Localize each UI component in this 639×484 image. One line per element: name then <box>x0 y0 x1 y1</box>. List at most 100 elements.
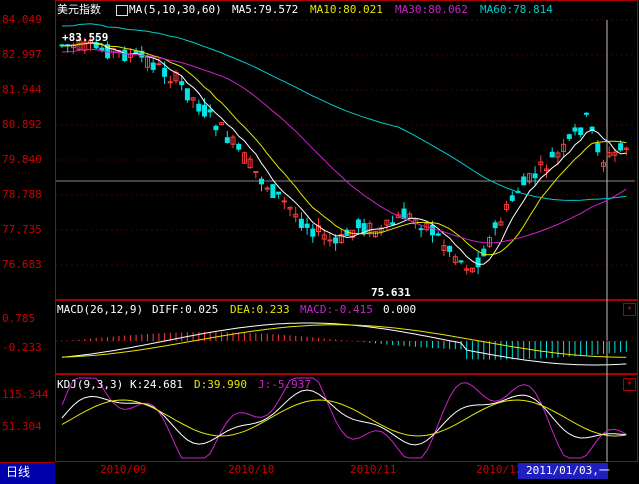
macd-dea-value: DEA:0.233 <box>230 303 290 316</box>
cursor-date-label: 2011/01/03,一 <box>526 464 610 477</box>
candle-body <box>310 228 316 237</box>
candle-body <box>458 260 464 263</box>
macd-y-tick: -0.233 <box>2 341 42 354</box>
period-tab-label: 日线 <box>6 465 31 479</box>
chart-type-icon[interactable] <box>116 5 128 16</box>
candle-body <box>99 47 105 51</box>
candle-body <box>259 178 264 185</box>
candle-body <box>401 208 407 220</box>
macd-params-label: MACD(26,12,9) <box>57 303 144 316</box>
high-price-annotation: +83.559 <box>62 31 109 44</box>
candle-body <box>253 170 259 174</box>
candle-body <box>355 219 361 229</box>
y-tick: 84.049 <box>2 13 42 26</box>
macd-diff-value: DIFF:0.025 <box>152 303 219 316</box>
kdj-d-value: D:39.990 <box>194 378 247 391</box>
candle-body <box>321 234 327 240</box>
macd-y-tick: 0.785 <box>2 312 36 325</box>
candle-body <box>196 103 202 112</box>
candle-body <box>469 267 475 273</box>
y-tick: 78.788 <box>2 188 42 201</box>
symbol-title: 美元指数 <box>57 3 101 16</box>
candle-body <box>327 239 333 242</box>
candle-body <box>566 134 572 139</box>
candle-body <box>264 187 270 190</box>
candle-body <box>122 49 128 61</box>
candle-body <box>378 227 384 233</box>
candle-body <box>532 173 538 179</box>
candle-body <box>293 213 299 218</box>
kdj-k-value: K:24.681 <box>130 378 183 391</box>
panel-expand-icon[interactable]: ▾ <box>623 378 636 391</box>
macd-panel[interactable] <box>55 300 638 374</box>
candle-body <box>270 184 276 199</box>
low-price-annotation: 75.631 <box>371 286 411 299</box>
ma30-value: MA30:80.062 <box>395 3 468 16</box>
ma30-line <box>61 48 627 244</box>
kdj-k-line <box>61 389 627 446</box>
candle-body <box>333 237 339 244</box>
y-tick: 80.892 <box>2 118 42 131</box>
candle-body <box>281 200 287 203</box>
candle-body <box>156 63 162 66</box>
kdj-y-tick: 51.304 <box>2 420 42 433</box>
candle-body <box>498 221 504 226</box>
macd-zero-value: 0.000 <box>383 303 417 316</box>
candle-body <box>361 223 367 234</box>
x-tick: 2010/09 <box>100 463 147 476</box>
candle-body <box>224 137 230 143</box>
candle-body <box>230 136 236 145</box>
y-tick: 81.944 <box>2 83 42 96</box>
candle-body <box>487 237 492 247</box>
candle-body <box>190 97 196 101</box>
y-tick: 82.997 <box>2 48 42 61</box>
candle-body <box>447 245 453 252</box>
candle-body <box>601 162 606 167</box>
candle-body <box>589 126 595 132</box>
candle-body <box>145 56 150 68</box>
candle-body <box>287 206 293 210</box>
macd-diff-line <box>61 322 627 366</box>
candle-body <box>418 228 424 231</box>
candle-body <box>70 44 76 49</box>
ma5-line <box>61 42 627 265</box>
macd-dea-line <box>61 324 627 358</box>
panel-expand-icon[interactable]: ▾ <box>623 303 636 316</box>
candle-body <box>561 143 567 153</box>
ma-params-label: MA(5,10,30,60) <box>129 3 222 16</box>
y-tick: 76.683 <box>2 258 42 271</box>
ma10-line <box>61 42 627 256</box>
candle-body <box>583 112 589 115</box>
candle-body <box>623 147 629 150</box>
candle-body <box>475 257 481 268</box>
y-tick: 79.840 <box>2 153 42 166</box>
candle-body <box>441 245 447 251</box>
candle-body <box>606 152 612 157</box>
kdj-params-label: KDJ(9,3,3) <box>57 378 124 391</box>
kdj-panel[interactable] <box>55 374 638 462</box>
candle-body <box>464 268 470 271</box>
candle-body <box>492 222 498 229</box>
candle-body <box>202 104 207 117</box>
candle-body <box>618 143 624 151</box>
period-tab[interactable]: 日线 <box>0 462 55 484</box>
candle-body <box>572 127 578 132</box>
candle-body <box>247 158 253 169</box>
candle-body <box>526 173 532 183</box>
main-chart-panel[interactable] <box>55 0 638 300</box>
cursor-date-box: 2011/01/03,一 <box>518 463 610 479</box>
candle-body <box>219 122 225 126</box>
candle-body <box>276 191 282 195</box>
candle-body <box>207 109 213 113</box>
candle-body <box>390 222 396 225</box>
candle-body <box>509 195 515 201</box>
candle-body <box>612 151 618 156</box>
candle-body <box>304 223 310 228</box>
x-tick: 2010/11 <box>350 463 397 476</box>
candle-body <box>338 233 344 244</box>
candle-body <box>236 143 242 150</box>
candle-body <box>298 218 304 228</box>
candle-body <box>133 50 139 54</box>
candle-body <box>544 168 549 172</box>
